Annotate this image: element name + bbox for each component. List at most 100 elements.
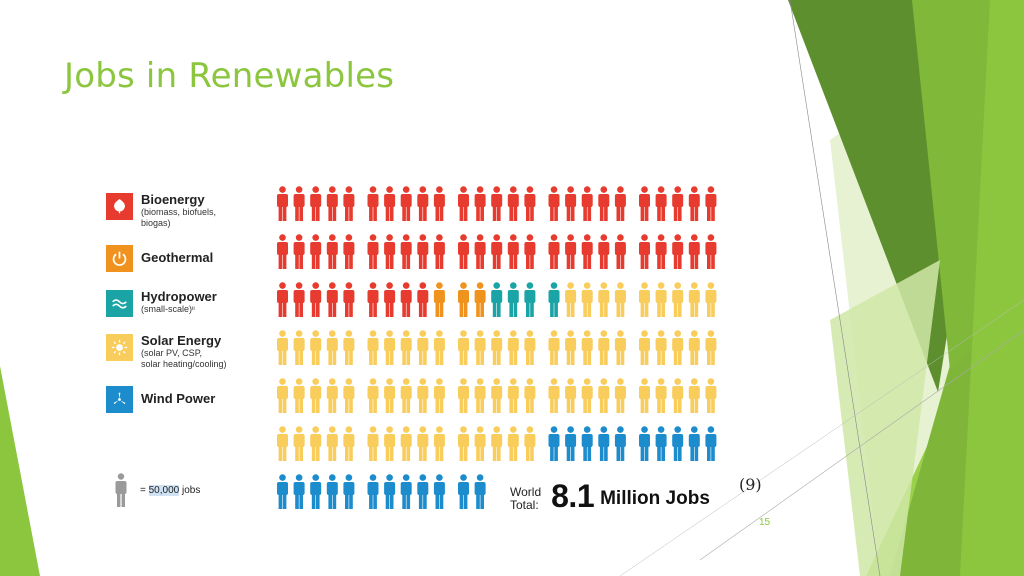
person-figure bbox=[614, 378, 626, 413]
person-figure bbox=[367, 234, 379, 269]
person-figure bbox=[598, 282, 610, 317]
person-figure bbox=[688, 234, 700, 269]
person-figure bbox=[474, 234, 486, 269]
person-figure bbox=[417, 234, 429, 269]
legend-item-hydropower: Hydropower (small-scale)ᶦᶦ bbox=[106, 290, 217, 317]
person-figure bbox=[507, 378, 519, 413]
person-figure bbox=[581, 186, 593, 221]
person-figure bbox=[614, 426, 626, 461]
person-figure bbox=[474, 474, 486, 509]
person-figure bbox=[507, 186, 519, 221]
person-figure bbox=[548, 426, 560, 461]
person-figure bbox=[688, 186, 700, 221]
person-figure bbox=[384, 330, 396, 365]
person-figure bbox=[548, 186, 560, 221]
person-figure bbox=[400, 282, 412, 317]
person-figure bbox=[458, 186, 469, 221]
person-figure bbox=[417, 186, 429, 221]
person-icon bbox=[115, 473, 127, 507]
person-figure bbox=[310, 186, 322, 221]
person-figure bbox=[343, 234, 355, 269]
person-figure bbox=[326, 282, 338, 317]
reference-number: (9) bbox=[739, 475, 762, 494]
person-figure bbox=[614, 282, 626, 317]
person-figure bbox=[672, 186, 684, 221]
person-figure bbox=[581, 234, 593, 269]
person-figure bbox=[277, 378, 288, 413]
left-green-sliver bbox=[0, 366, 40, 576]
person-figure bbox=[672, 426, 684, 461]
person-figure bbox=[524, 186, 536, 221]
person-figure bbox=[433, 330, 445, 365]
person-figure bbox=[417, 426, 429, 461]
person-figure bbox=[491, 186, 503, 221]
legend-item-solar: Solar Energy (solar PV, CSP, solar heatin… bbox=[106, 334, 227, 370]
person-figure bbox=[598, 330, 610, 365]
person-figure bbox=[417, 330, 429, 365]
person-figure bbox=[639, 426, 650, 461]
person-figure bbox=[507, 330, 519, 365]
person-figure bbox=[474, 186, 486, 221]
legend-sublabel: (biomass, biofuels, biogas) bbox=[141, 207, 217, 228]
person-figure bbox=[277, 234, 288, 269]
person-figure bbox=[639, 282, 650, 317]
person-figure bbox=[581, 282, 593, 317]
person-figure bbox=[705, 378, 717, 413]
page-number: 15 bbox=[759, 517, 771, 528]
person-figure bbox=[565, 186, 577, 221]
person-figure bbox=[400, 474, 412, 509]
person-figure bbox=[688, 282, 700, 317]
thin-line-1 bbox=[789, 0, 881, 576]
person-figure bbox=[343, 378, 355, 413]
person-figure bbox=[384, 186, 396, 221]
person-figure bbox=[581, 426, 593, 461]
person-figure bbox=[672, 282, 684, 317]
person-figure bbox=[400, 378, 412, 413]
person-figure bbox=[326, 474, 338, 509]
person-figure bbox=[458, 378, 469, 413]
turbine-icon bbox=[106, 386, 133, 413]
legend-item-geothermal: Geothermal bbox=[106, 245, 213, 272]
person-figure bbox=[343, 330, 355, 365]
person-figure bbox=[326, 330, 338, 365]
person-figure bbox=[507, 282, 519, 317]
person-figure bbox=[293, 378, 305, 413]
person-figure bbox=[326, 426, 338, 461]
person-figure bbox=[310, 234, 322, 269]
person-figure bbox=[598, 186, 610, 221]
person-figure bbox=[384, 474, 396, 509]
person-figure bbox=[433, 282, 445, 317]
person-figure bbox=[655, 330, 667, 365]
person-figure bbox=[293, 426, 305, 461]
person-figure bbox=[524, 426, 536, 461]
person-figure bbox=[343, 426, 355, 461]
person-figure bbox=[598, 234, 610, 269]
person-figure bbox=[458, 282, 469, 317]
person-figure bbox=[614, 330, 626, 365]
legend-label: Geothermal bbox=[141, 250, 214, 265]
person-figure bbox=[458, 234, 469, 269]
person-figure bbox=[293, 234, 305, 269]
person-figure bbox=[507, 234, 519, 269]
person-figure bbox=[705, 426, 717, 461]
person-figure bbox=[400, 234, 412, 269]
person-figure bbox=[400, 426, 412, 461]
right-bright-facet bbox=[960, 0, 1024, 576]
thin-line-2 bbox=[699, 329, 1024, 561]
person-figure bbox=[581, 378, 593, 413]
person-figure bbox=[598, 378, 610, 413]
person-figure bbox=[655, 378, 667, 413]
leaf-icon bbox=[106, 193, 133, 220]
person-figure bbox=[384, 282, 396, 317]
person-figure bbox=[705, 330, 717, 365]
person-figure bbox=[310, 474, 322, 509]
person-figure bbox=[277, 330, 288, 365]
person-figure bbox=[310, 426, 322, 461]
legend-sublabel: (solar PV, CSP, solar heating/cooling) bbox=[141, 348, 227, 369]
person-figure bbox=[524, 330, 536, 365]
person-figure bbox=[655, 234, 667, 269]
person-figure bbox=[524, 234, 536, 269]
thin-line-3 bbox=[619, 299, 1024, 576]
